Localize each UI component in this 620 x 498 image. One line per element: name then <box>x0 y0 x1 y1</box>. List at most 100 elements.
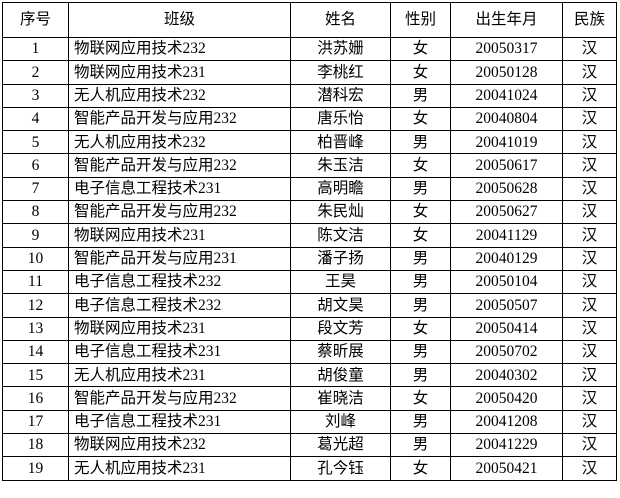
table-row: 15 无人机应用技术231 胡俊童男 20040302 汉 <box>2 363 617 388</box>
table-row: 12 电子信息工程技术232 胡文昊男 20050507 汉 <box>2 293 617 318</box>
cell-name: 胡文昊 <box>290 293 391 318</box>
column-header-class: 班级 <box>68 2 291 38</box>
cell-birthdate: 20041019 <box>450 130 563 155</box>
table-row: 17 电子信息工程技术231 刘峰男 20041208 汉 <box>2 409 617 435</box>
cell-ethnicity: 汉 <box>562 153 617 178</box>
cell-name: 孔今钰 <box>290 456 391 481</box>
cell-birthdate: 20041024 <box>450 83 563 108</box>
table-row: 6 智能产品开发与应用232 朱玉洁女 20050617 汉 <box>2 153 617 178</box>
cell-birthdate: 20050128 <box>450 60 563 85</box>
cell-index: 17 <box>2 409 69 435</box>
cell-ethnicity: 汉 <box>562 269 617 295</box>
cell-gender: 女 <box>390 60 451 85</box>
cell-index: 18 <box>2 433 69 458</box>
cell-gender: 女 <box>390 36 451 62</box>
cell-ethnicity: 汉 <box>562 316 617 341</box>
cell-gender: 男 <box>390 339 451 365</box>
cell-index: 19 <box>2 456 69 481</box>
table-header-row: 序号 班级 姓名 性别 出生年月 民族 <box>2 2 617 38</box>
cell-birthdate: 20050507 <box>450 293 563 318</box>
cell-ethnicity: 汉 <box>562 130 617 155</box>
cell-name: 柏晋峰 <box>290 130 391 155</box>
column-header-gender: 性别 <box>390 2 451 38</box>
cell-ethnicity: 汉 <box>562 106 617 132</box>
cell-class: 智能产品开发与应用232 <box>68 153 291 178</box>
table-row: 11 电子信息工程技术232 王昊男 20050104 汉 <box>2 269 617 295</box>
cell-name: 朱民灿 <box>290 200 391 225</box>
cell-ethnicity: 汉 <box>562 433 617 458</box>
cell-name: 唐乐怡 <box>290 106 391 132</box>
table-row: 13 物联网应用技术231 段文芳女 20050414 汉 <box>2 316 617 341</box>
column-header-birthdate: 出生年月 <box>450 2 563 38</box>
cell-ethnicity: 汉 <box>562 223 617 248</box>
cell-name: 刘峰 <box>290 409 391 435</box>
cell-birthdate: 20050414 <box>450 316 563 341</box>
cell-class: 智能产品开发与应用231 <box>68 246 291 271</box>
cell-class: 电子信息工程技术232 <box>68 293 291 318</box>
cell-birthdate: 20050702 <box>450 339 563 365</box>
column-header-name: 姓名 <box>290 2 391 38</box>
cell-class: 物联网应用技术232 <box>68 36 291 62</box>
table-row: 3 无人机应用技术232 潜科宏男 20041024 汉 <box>2 83 617 108</box>
cell-class: 无人机应用技术232 <box>68 130 291 155</box>
student-roster-table: 序号 班级 姓名 性别 出生年月 民族 1 物联网应用技术232 洪苏姗女 20050317 汉 2… <box>2 2 617 481</box>
cell-class: 物联网应用技术232 <box>68 433 291 458</box>
cell-name: 王昊 <box>290 269 391 295</box>
cell-gender: 男 <box>390 363 451 388</box>
cell-gender: 男 <box>390 176 451 202</box>
cell-gender: 女 <box>390 386 451 411</box>
column-header-index: 序号 <box>2 2 69 38</box>
cell-birthdate: 20050628 <box>450 176 563 202</box>
cell-class: 物联网应用技术231 <box>68 223 291 248</box>
cell-index: 3 <box>2 83 69 108</box>
cell-class: 电子信息工程技术231 <box>68 409 291 435</box>
table-header: 序号 班级 姓名 性别 出生年月 民族 <box>2 2 617 38</box>
cell-index: 12 <box>2 293 69 318</box>
cell-birthdate: 20040302 <box>450 363 563 388</box>
cell-index: 6 <box>2 153 69 178</box>
cell-gender: 男 <box>390 433 451 458</box>
cell-index: 13 <box>2 316 69 341</box>
table-body: 1 物联网应用技术232 洪苏姗女 20050317 汉 2 物联网应用技术231 李桃红女 2… <box>2 36 617 481</box>
cell-birthdate: 20041208 <box>450 409 563 435</box>
cell-birthdate: 20040804 <box>450 106 563 132</box>
cell-name: 高明瞻 <box>290 176 391 202</box>
cell-class: 电子信息工程技术231 <box>68 339 291 365</box>
cell-class: 无人机应用技术231 <box>68 456 291 481</box>
table-row: 7 电子信息工程技术231 高明瞻男 20050628 汉 <box>2 176 617 202</box>
cell-name: 蔡昕展 <box>290 339 391 365</box>
cell-gender: 女 <box>390 106 451 132</box>
cell-index: 8 <box>2 200 69 225</box>
cell-birthdate: 20050104 <box>450 269 563 295</box>
cell-name: 崔晓洁 <box>290 386 391 411</box>
cell-class: 智能产品开发与应用232 <box>68 106 291 132</box>
cell-ethnicity: 汉 <box>562 339 617 365</box>
cell-birthdate: 20041229 <box>450 433 563 458</box>
cell-index: 7 <box>2 176 69 202</box>
table-row: 4 智能产品开发与应用232 唐乐怡女 20040804 汉 <box>2 106 617 132</box>
cell-index: 15 <box>2 363 69 388</box>
cell-name: 洪苏姗 <box>290 36 391 62</box>
cell-gender: 男 <box>390 269 451 295</box>
table-row: 16 智能产品开发与应用232 崔晓洁女 20050420 汉 <box>2 386 617 411</box>
cell-gender: 男 <box>390 83 451 108</box>
cell-ethnicity: 汉 <box>562 60 617 85</box>
cell-ethnicity: 汉 <box>562 246 617 271</box>
cell-class: 电子信息工程技术232 <box>68 269 291 295</box>
cell-index: 2 <box>2 60 69 85</box>
cell-birthdate: 20050420 <box>450 386 563 411</box>
cell-ethnicity: 汉 <box>562 293 617 318</box>
cell-class: 电子信息工程技术231 <box>68 176 291 202</box>
cell-gender: 女 <box>390 153 451 178</box>
cell-name: 葛光超 <box>290 433 391 458</box>
table-row: 10 智能产品开发与应用231 潘子扬男 20040129 汉 <box>2 246 617 271</box>
table-row: 18 物联网应用技术232 葛光超男 20041229 汉 <box>2 433 617 458</box>
table-row: 8 智能产品开发与应用232 朱民灿女 20050627 汉 <box>2 200 617 225</box>
cell-name: 段文芳 <box>290 316 391 341</box>
cell-gender: 女 <box>390 456 451 481</box>
cell-ethnicity: 汉 <box>562 409 617 435</box>
cell-birthdate: 20050617 <box>450 153 563 178</box>
cell-index: 1 <box>2 36 69 62</box>
cell-name: 胡俊童 <box>290 363 391 388</box>
cell-name: 朱玉洁 <box>290 153 391 178</box>
